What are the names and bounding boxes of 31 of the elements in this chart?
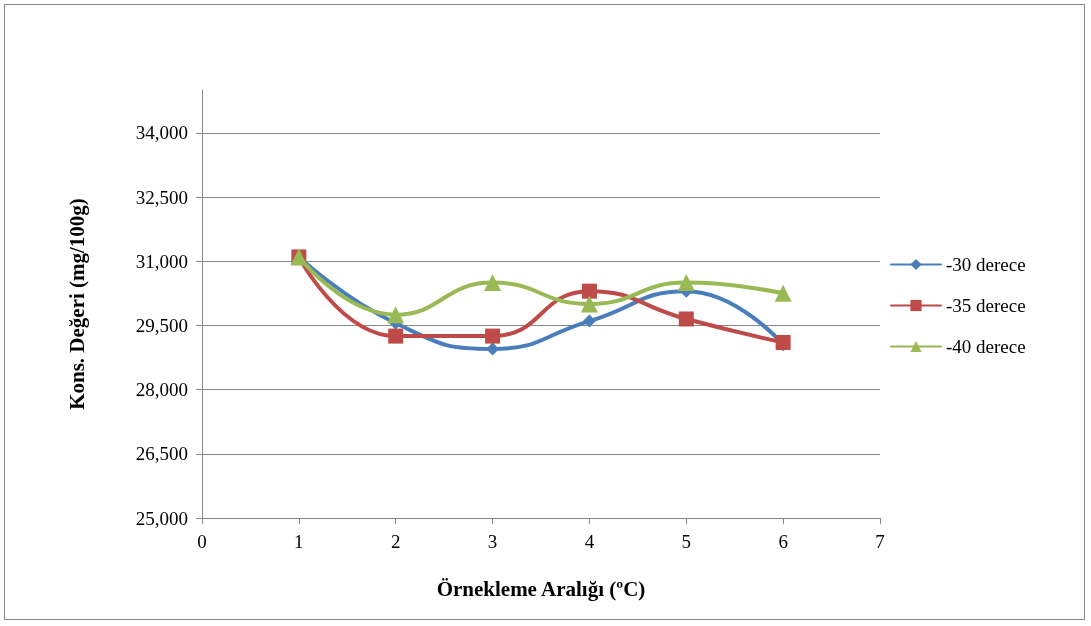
y-axis-title: Kons. Değeri (mg/100g) [64, 198, 89, 410]
legend-label: -30 derece [946, 254, 1026, 275]
x-tick-label: 3 [487, 531, 498, 552]
legend-label: -40 derece [946, 336, 1026, 357]
y-tick-label: 26,500 [135, 443, 188, 465]
x-axis-title: Örnekleme Aralığı (ºC) [436, 576, 646, 601]
point [581, 283, 597, 299]
x-tick-label: 0 [197, 531, 207, 552]
y-tick-label: 29,500 [135, 314, 188, 336]
point [486, 342, 500, 356]
legend-label: -35 derece [946, 295, 1026, 316]
y-tick-label: 31,000 [135, 250, 188, 272]
y-tick-label: 25,000 [135, 507, 188, 529]
y-tick-label: 28,000 [135, 379, 188, 401]
x-tick-label: 4 [584, 531, 595, 552]
x-tick-label: 1 [294, 531, 304, 552]
x-tick-label: 2 [390, 531, 401, 552]
point [774, 284, 792, 302]
x-tick-label: 7 [875, 531, 885, 552]
point [677, 274, 695, 292]
point [484, 274, 502, 292]
point [388, 328, 404, 344]
point [387, 306, 405, 324]
y-tick-label: 34,000 [135, 122, 188, 144]
point [678, 311, 694, 327]
x-tick-label: 6 [778, 531, 788, 552]
y-tick-label: 32,500 [135, 186, 188, 208]
point [485, 328, 501, 344]
point [582, 314, 596, 328]
point [580, 295, 598, 313]
x-tick-label: 5 [681, 531, 692, 552]
